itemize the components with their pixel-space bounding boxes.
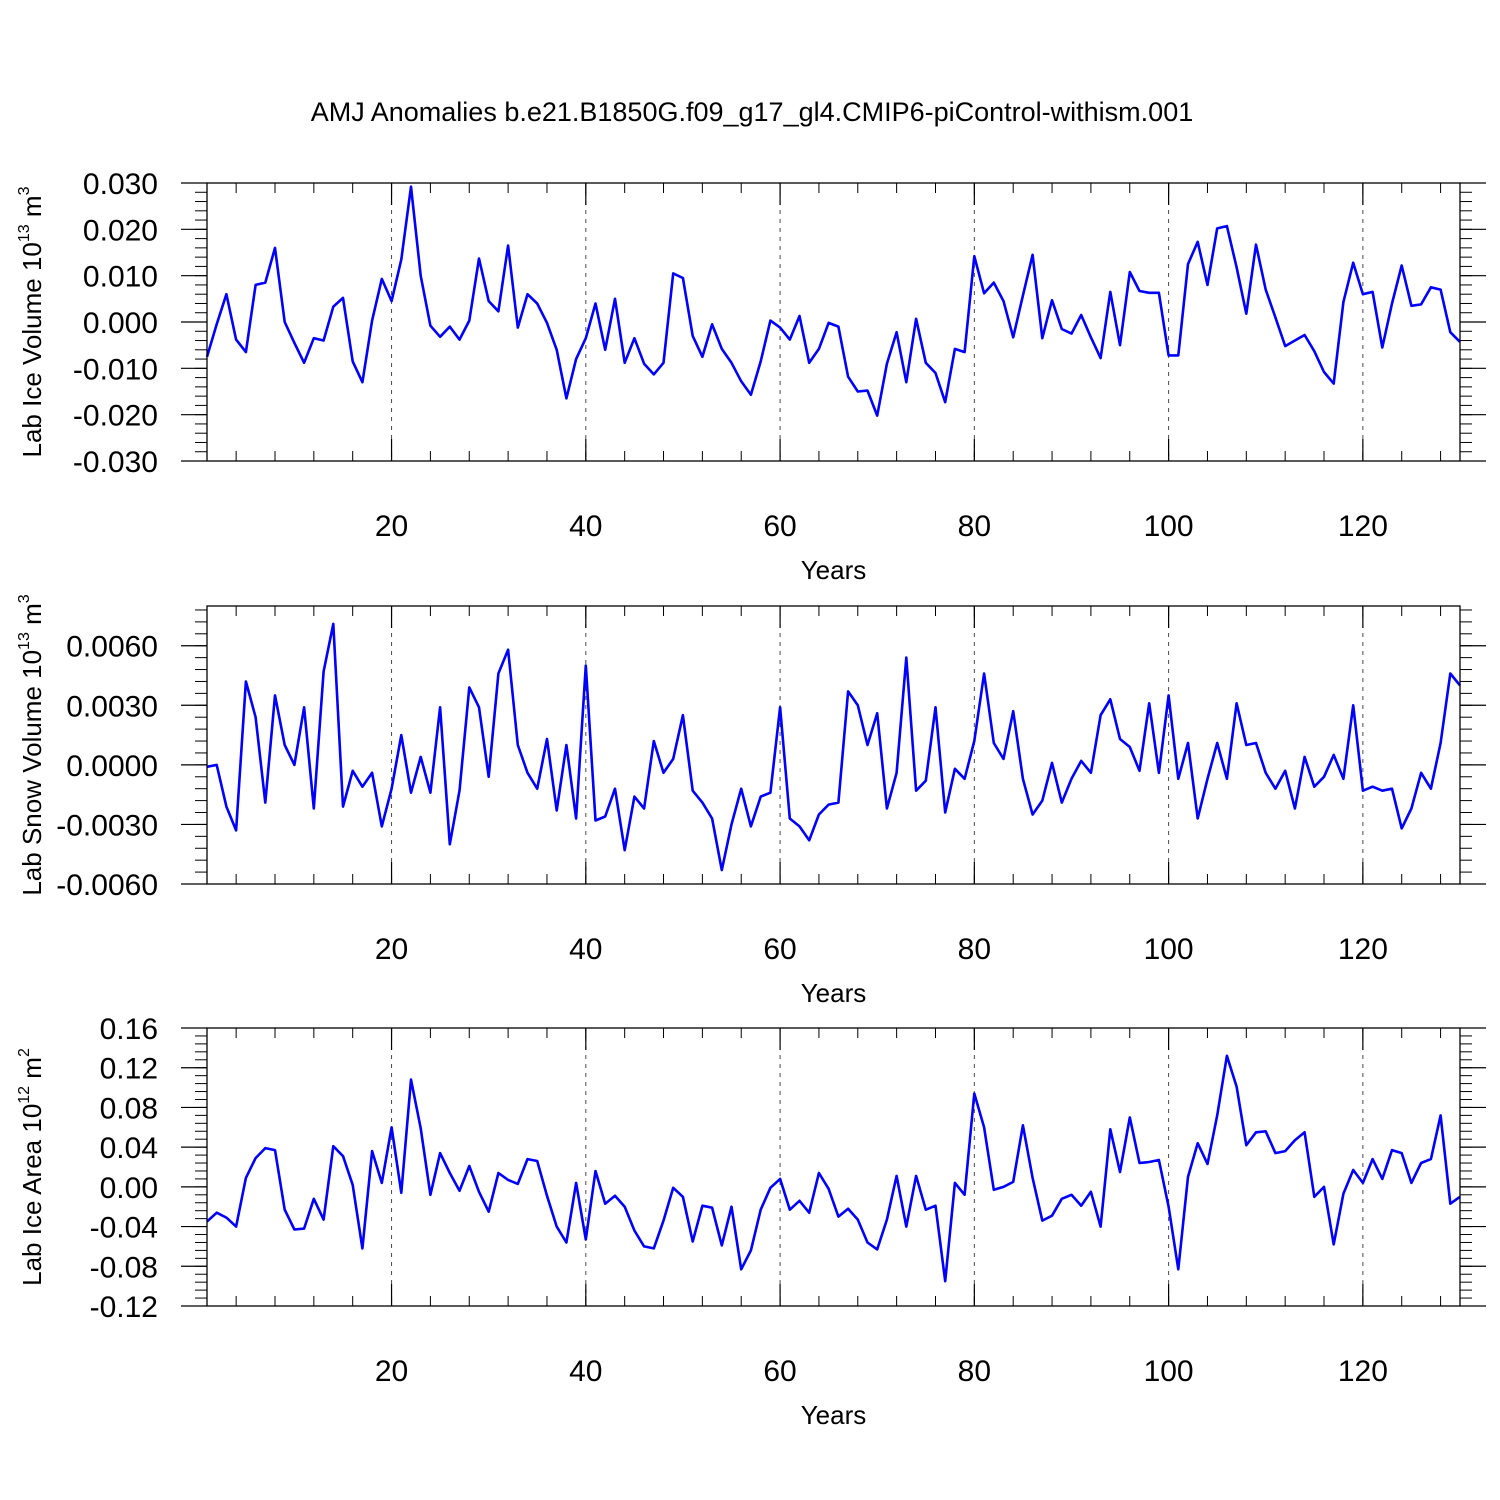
y-tick-label: -0.12	[90, 1291, 158, 1324]
y-tick-label: 0.0060	[66, 631, 158, 664]
y-axis-label: Lab Ice Area 1012 m2	[16, 1048, 47, 1286]
y-axis-label-main: Lab Ice Volume 10	[17, 242, 47, 457]
x-tick-label: 100	[1144, 1355, 1194, 1388]
y-axis-label-unit-exponent: 2	[16, 1048, 33, 1057]
y-tick-label: -0.020	[73, 400, 158, 433]
y-tick-label: -0.0030	[56, 809, 158, 842]
y-axis-label-unit: m	[17, 195, 47, 224]
x-tick-label: 120	[1338, 1355, 1388, 1388]
x-tick-label: 20	[375, 1355, 408, 1388]
x-axis-label: Years	[801, 978, 867, 1008]
y-tick-label: 0.04	[100, 1132, 158, 1165]
series-line-lab-ice-area	[206, 1054, 1461, 1283]
y-axis-label-exponent: 13	[16, 224, 33, 242]
y-tick-label: -0.08	[90, 1251, 158, 1284]
y-axis-label-main: Lab Snow Volume 10	[17, 650, 47, 896]
y-tick-label: -0.010	[73, 353, 158, 386]
y-axis-label-exponent: 13	[16, 632, 33, 650]
x-tick-label: 100	[1144, 933, 1194, 966]
y-tick-label: -0.030	[73, 446, 158, 479]
panel-lab-ice-volume: -0.030 -0.020 -0.010 0.000 0.010 0.020 0.030 20…	[16, 168, 1486, 585]
plot-frame	[206, 1027, 1461, 1307]
series-line-lab-ice-volume	[205, 185, 1461, 417]
panel-lab-snow-volume: -0.0060 -0.0030 0.0000 0.0030 0.0060 20 40 60 80…	[16, 594, 1486, 1008]
y-tick-label: 0.0000	[66, 750, 158, 783]
y-axis-label-unit-exponent: 3	[16, 186, 33, 195]
y-tick-label: -0.04	[90, 1212, 158, 1245]
series-line-lab-snow-volume	[206, 622, 1462, 872]
x-tick-label: 80	[958, 510, 991, 543]
y-axis-label-unit-exponent: 3	[16, 594, 33, 603]
y-tick-label: 0.000	[83, 307, 158, 340]
panel-lab-ice-area: -0.12 -0.08 -0.04 0.00 0.04 0.08 0.12 0.16 20 40 6…	[16, 1013, 1486, 1430]
y-tick-label: 0.00	[100, 1172, 158, 1205]
x-axis-label: Years	[801, 555, 867, 585]
y-tick-label: 0.12	[100, 1053, 158, 1086]
y-tick-label: -0.0060	[56, 869, 158, 902]
y-axis-label: Lab Ice Volume 1013 m3	[16, 186, 47, 457]
x-tick-label: 120	[1338, 510, 1388, 543]
y-tick-label: 0.08	[100, 1092, 158, 1125]
y-axis-label-unit: m	[17, 603, 47, 632]
x-tick-label: 40	[569, 510, 602, 543]
x-tick-label: 40	[569, 1355, 602, 1388]
y-tick-label: 0.010	[83, 261, 158, 294]
y-tick-label: 0.0030	[66, 690, 158, 723]
plot-frame	[206, 182, 1461, 462]
x-tick-label: 20	[375, 510, 408, 543]
x-tick-label: 60	[763, 510, 796, 543]
x-axis-label: Years	[801, 1400, 867, 1430]
x-tick-label: 100	[1144, 510, 1194, 543]
y-tick-label: 0.030	[83, 168, 158, 201]
y-axis-label-exponent: 12	[16, 1086, 33, 1104]
x-tick-label: 80	[958, 1355, 991, 1388]
y-axis-label: Lab Snow Volume 1013 m3	[16, 594, 47, 895]
x-tick-label: 20	[375, 933, 408, 966]
y-tick-label: 0.020	[83, 214, 158, 247]
plot-frame	[206, 605, 1461, 885]
x-tick-label: 40	[569, 933, 602, 966]
panels: -0.030-0.020-0.0100.0000.0100.0200.03020…	[16, 168, 1486, 1430]
y-axis-label-main: Lab Ice Area 10	[17, 1104, 47, 1286]
figure-title: AMJ Anomalies b.e21.B1850G.f09_g17_gl4.C…	[311, 97, 1193, 127]
x-tick-label: 60	[763, 1355, 796, 1388]
y-tick-label: 0.16	[100, 1013, 158, 1046]
x-tick-label: 80	[958, 933, 991, 966]
x-tick-label: 120	[1338, 933, 1388, 966]
x-tick-label: 60	[763, 933, 796, 966]
y-axis-label-unit: m	[17, 1057, 47, 1086]
